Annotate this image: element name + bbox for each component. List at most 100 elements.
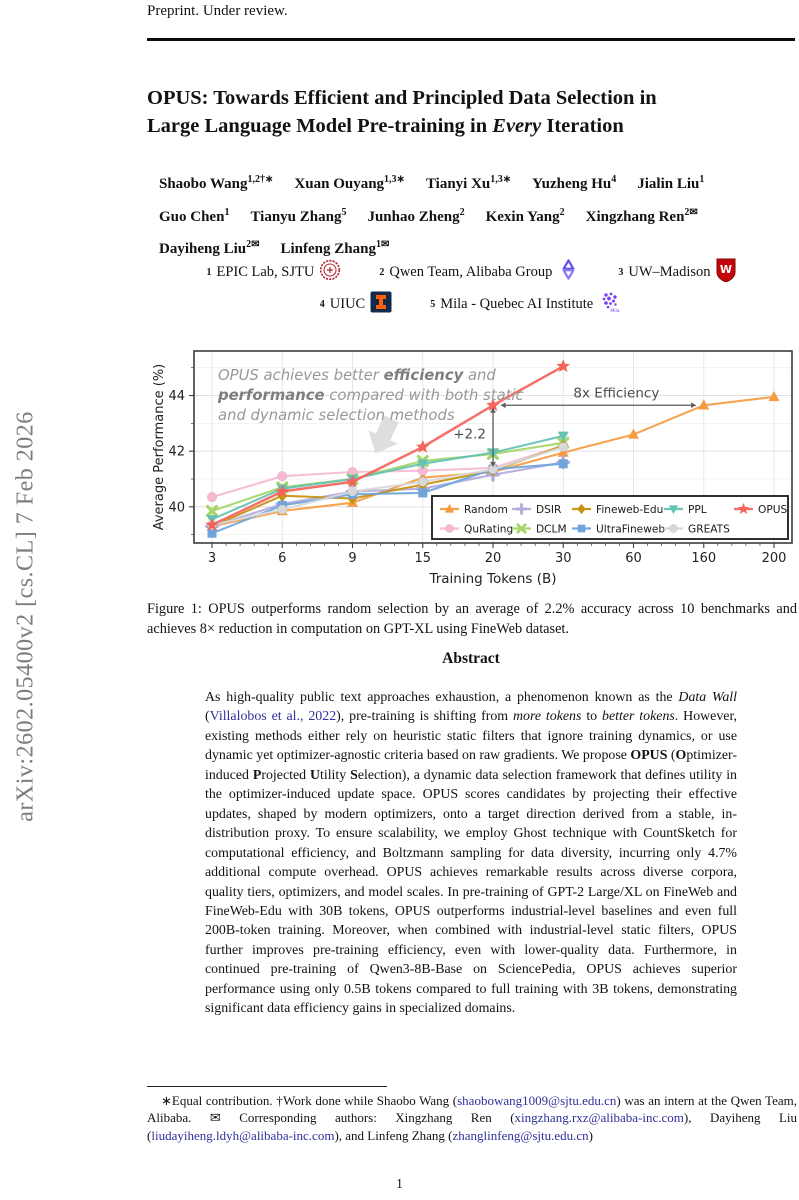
text-segment: ptimizer-induced [205, 748, 737, 783]
author: Xuan Ouyang1,3∗ [294, 166, 405, 199]
text-segment: ( [205, 709, 210, 725]
text-segment: OPUS: Towards Efficient and Principled D… [147, 87, 657, 109]
title-line: Large Language Model Pre-training in Eve… [147, 112, 797, 140]
legend-label: GREATS [688, 523, 730, 535]
highlight-arrow-icon [368, 415, 399, 454]
text-segment: Large Language Model Pre-training in [147, 115, 493, 137]
author: Shaobo Wang1,2†∗ [159, 166, 273, 199]
author-name: Linfeng Zhang [280, 241, 376, 257]
text-segment: ) [588, 1127, 593, 1143]
affiliation-item: 5 Mila - Quebec AI Institute Mila [430, 290, 622, 319]
mila-icon: Mila [598, 290, 622, 319]
legend-label: QuRating [464, 523, 513, 535]
legend-label: Random [464, 504, 508, 516]
chart-note-line: and dynamic selection methods [218, 407, 455, 424]
text-segment: election), a dynamic data selection fram… [205, 767, 737, 1017]
author: Linfeng Zhang1✉ [281, 231, 390, 264]
text-segment: ), and Linfeng Zhang ( [334, 1127, 453, 1143]
affiliation-name: EPIC Lab, SJTU [216, 263, 315, 280]
text-segment: ), pre-training is shifting from [336, 709, 513, 725]
x-tick-label: 9 [348, 551, 356, 566]
qwen-icon [557, 258, 580, 286]
arxiv-watermark: arXiv:2602.05400v2 [cs.CL] 7 Feb 2026 [12, 411, 39, 822]
text-segment: S [350, 767, 358, 783]
affiliation-item: 4 UIUC [320, 291, 392, 318]
text-segment: Iteration [541, 115, 624, 137]
authors-list: Shaobo Wang1,2†∗ Xuan Ouyang1,3∗ Tianyi Xu… [159, 166, 795, 264]
author: Xingzhang Ren2✉ [586, 199, 698, 232]
author: Jialin Liu1 [637, 166, 704, 199]
affiliation-row: 1 EPIC Lab, SJTU 2 Qwen Team, Alibaba Gro… [147, 256, 795, 288]
author-name: Dayiheng Liu [159, 241, 247, 257]
email-link-dayiheng[interactable]: liudayiheng.ldyh@alibaba-inc.com [151, 1127, 335, 1143]
abstract-heading: Abstract [442, 650, 500, 667]
author: Kexin Yang2 [486, 199, 565, 232]
author-name: Tianyu Zhang [250, 208, 342, 225]
x-tick-label: 3 [208, 551, 216, 566]
author-name: Junhao Zheng [367, 208, 460, 225]
author-superscript: 1,2†∗ [247, 174, 274, 185]
author-superscript: 2 [459, 206, 465, 218]
x-tick-label: 15 [414, 551, 431, 566]
footnote-rule [147, 1086, 387, 1087]
text-segment: ) was an intern at the Qwen Team, Alibab… [147, 1093, 797, 1126]
header-rule [147, 38, 795, 41]
citation-link-villalobos[interactable]: Villalobos et al., 2022 [209, 709, 337, 725]
text-segment: Every [492, 115, 542, 137]
efficiency-annotation: 8x Efficiency [573, 385, 659, 401]
affiliation-name: UW–Madison [628, 263, 711, 280]
text-segment: to [581, 709, 603, 725]
x-tick-label: 60 [625, 551, 642, 566]
x-tick-label: 6 [278, 551, 286, 566]
abstract-text: As high-quality public text approaches e… [205, 688, 737, 1019]
affiliation-superscript: 4 [319, 298, 325, 310]
affiliation-item: 1 EPIC Lab, SJTU [206, 259, 341, 286]
gain-annotation: +2.2 [453, 426, 486, 442]
svg-text:W: W [719, 263, 731, 276]
legend-label: Fineweb-Edu [596, 504, 663, 516]
title-line: OPUS: Towards Efficient and Principled D… [147, 84, 797, 112]
uiuc-block-i-icon [370, 291, 392, 318]
x-tick-label: 160 [691, 551, 716, 566]
author-name: Xuan Ouyang [294, 176, 385, 192]
author-name: Tianyi Xu [425, 176, 491, 192]
author-name: Shaobo Wang [159, 176, 248, 192]
chart-note-line: OPUS achieves better efficiency and [218, 367, 496, 384]
text-segment: P [252, 767, 262, 783]
x-tick-label: 30 [555, 551, 572, 566]
text-segment: rojected [261, 767, 310, 783]
email-link-linfeng[interactable]: zhanglinfeng@sjtu.edu.cn [452, 1127, 589, 1143]
author-name: Jialin Liu [637, 176, 700, 192]
affiliation-name: UIUC [329, 295, 366, 312]
legend-label: DCLM [536, 523, 567, 535]
author-superscript: 1✉ [375, 239, 390, 250]
x-tick-label: 20 [485, 551, 502, 566]
y-tick-label: 42 [168, 445, 185, 460]
email-link-xingzhang[interactable]: xingzhang.rxz@alibaba-inc.com [514, 1110, 684, 1126]
author: Tianyu Zhang5 [250, 199, 346, 232]
paper-title: OPUS: Towards Efficient and Principled D… [147, 84, 797, 140]
author-superscript: 2✉ [246, 239, 260, 250]
text-segment: . However, existing methods either rely … [205, 709, 737, 764]
text-segment: ( [667, 748, 676, 764]
author-superscript: 2 [559, 206, 565, 218]
legend-label: PPL [688, 504, 707, 516]
chart-svg: 8x Efficiency +2.2 OPUS achieves better ef… [152, 350, 793, 587]
x-axis-label: Training Tokens (B) [428, 571, 556, 587]
affiliation-superscript: 2 [379, 266, 385, 278]
affiliation-superscript: 1 [206, 266, 212, 278]
author-superscript: 4 [611, 174, 617, 185]
chart-axes: 3 6 9 15 20 30 60 160 200 40 42 44 [168, 367, 786, 566]
text-segment: U [309, 767, 320, 783]
author-superscript: 1,3∗ [490, 174, 512, 185]
figure-1-chart: 8x Efficiency +2.2 OPUS achieves better ef… [150, 345, 798, 595]
chart-note-line: performance compared with both static [217, 387, 524, 404]
uw-madison-crest-icon: W [716, 258, 736, 287]
affiliation-name: Mila - Quebec AI Institute [440, 295, 594, 312]
email-link-shaobo[interactable]: shaobowang1009@sjtu.edu.cn [457, 1093, 617, 1108]
affiliation-row: 4 UIUC 5 Mila - Quebec AI Institute Mila [147, 288, 795, 320]
text-segment: ), Dayiheng Liu ( [147, 1110, 798, 1143]
affiliation-name: Qwen Team, Alibaba Group [389, 263, 553, 280]
author: Yuzheng Hu4 [532, 166, 616, 199]
text-segment: ∗Equal contribution. †Work done while Sh… [161, 1093, 458, 1108]
